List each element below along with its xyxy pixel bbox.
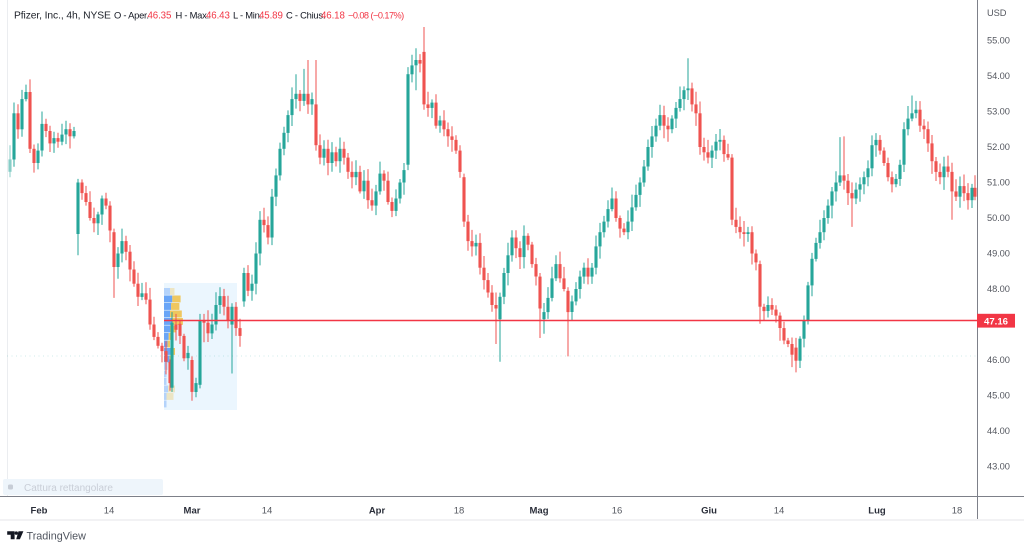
svg-text:54.00: 54.00 bbox=[987, 71, 1010, 81]
svg-text:46.43: 46.43 bbox=[206, 11, 230, 22]
svg-text:44.00: 44.00 bbox=[987, 426, 1010, 436]
svg-text:L - Min.: L - Min. bbox=[233, 10, 262, 21]
svg-text:50.00: 50.00 bbox=[987, 213, 1010, 223]
svg-text:45.89: 45.89 bbox=[259, 11, 283, 22]
svg-text:45.00: 45.00 bbox=[987, 391, 1010, 401]
svg-text:O - Aper.: O - Aper. bbox=[114, 10, 149, 21]
svg-text:14: 14 bbox=[104, 506, 115, 517]
svg-text:Mar: Mar bbox=[184, 506, 201, 517]
svg-text:USD: USD bbox=[987, 8, 1007, 18]
svg-text:Pfizer, Inc., 4h, NYSE: Pfizer, Inc., 4h, NYSE bbox=[14, 11, 111, 22]
svg-text:47.16: 47.16 bbox=[984, 317, 1008, 328]
svg-text:Cattura rettangolare: Cattura rettangolare bbox=[24, 483, 113, 494]
svg-text:Mag: Mag bbox=[530, 506, 549, 517]
svg-text:H - Max.: H - Max. bbox=[176, 10, 209, 21]
svg-text:14: 14 bbox=[262, 506, 273, 517]
svg-text:C - Chius.: C - Chius. bbox=[286, 10, 325, 21]
svg-text:14: 14 bbox=[774, 506, 785, 517]
svg-text:Apr: Apr bbox=[369, 506, 386, 517]
svg-text:53.00: 53.00 bbox=[987, 107, 1010, 117]
svg-text:55.00: 55.00 bbox=[987, 36, 1010, 46]
svg-text:18: 18 bbox=[454, 506, 465, 517]
svg-text:43.00: 43.00 bbox=[987, 462, 1010, 472]
svg-text:52.00: 52.00 bbox=[987, 142, 1010, 152]
svg-text:49.00: 49.00 bbox=[987, 249, 1010, 259]
svg-text:18: 18 bbox=[952, 506, 963, 517]
svg-text:−0.08 (−0.17%): −0.08 (−0.17%) bbox=[348, 11, 404, 21]
svg-text:46.00: 46.00 bbox=[987, 355, 1010, 365]
svg-text:Feb: Feb bbox=[31, 506, 48, 517]
svg-text:Giu: Giu bbox=[701, 506, 717, 517]
svg-text:48.00: 48.00 bbox=[987, 284, 1010, 294]
svg-text:Lug: Lug bbox=[868, 506, 886, 517]
svg-text:16: 16 bbox=[612, 506, 623, 517]
svg-text:51.00: 51.00 bbox=[987, 178, 1010, 188]
svg-text:46.18: 46.18 bbox=[321, 11, 345, 22]
svg-text:46.35: 46.35 bbox=[148, 11, 172, 22]
svg-text:TradingView: TradingView bbox=[27, 531, 87, 543]
